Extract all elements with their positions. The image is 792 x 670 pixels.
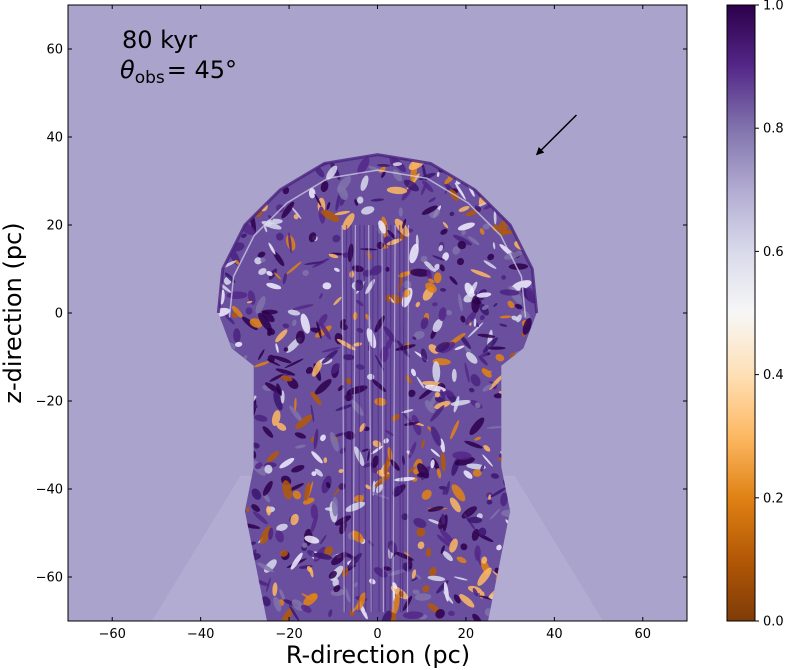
x-tick-label: 0	[373, 627, 381, 642]
y-tick-label: 20	[46, 219, 63, 234]
colorbar-gradient	[726, 4, 756, 622]
annotation-angle: θobs= 45°	[120, 56, 237, 88]
colorbar-tick-label: 0.0	[763, 615, 784, 630]
x-tick-label: 60	[635, 627, 652, 642]
y-tick-label: −20	[36, 395, 63, 410]
y-axis-ticks: −60 −40 −20 0 20 40 60	[36, 43, 687, 586]
plot-area: −60 −40 −20 0 20 40 60 −60 −40 −20 0 20 40 60	[36, 4, 688, 642]
colorbar-tick-label: 1.0	[763, 0, 784, 14]
angle-symbol: θ	[120, 56, 135, 84]
angle-subscript: obs	[135, 68, 165, 88]
colorbar-tick-label: 0.2	[763, 491, 784, 506]
x-tick-label: −40	[187, 627, 214, 642]
y-tick-label: 60	[46, 43, 63, 58]
colorbar-tick-label: 0.6	[763, 245, 784, 260]
y-tick-label: −60	[36, 571, 63, 586]
y-axis-label: z-direction (pc)	[0, 222, 27, 403]
x-axis-ticks: −60 −40 −20 0 20 40 60	[98, 5, 651, 642]
shell-cap-inner-edge	[228, 169, 527, 318]
colorbar: 0.0 0.2 0.4 0.6 0.8 1.0	[726, 0, 784, 630]
x-tick-label: −60	[98, 627, 125, 642]
colorbar-ticks: 0.0 0.2 0.4 0.6 0.8 1.0	[755, 0, 784, 630]
y-tick-label: 0	[55, 307, 63, 322]
x-tick-label: 40	[546, 627, 563, 642]
x-tick-label: 20	[458, 627, 475, 642]
observer-direction-arrow	[535, 114, 577, 156]
annotation-time: 80 kyr	[122, 26, 197, 54]
x-axis-label: R-direction (pc)	[286, 641, 470, 669]
y-tick-label: −40	[36, 483, 63, 498]
colorbar-tick-label: 0.8	[763, 122, 784, 137]
angle-value: = 45°	[167, 56, 237, 84]
x-tick-label: −20	[275, 627, 302, 642]
shell-cap-edge	[216, 153, 539, 314]
colorbar-tick-label: 0.4	[763, 368, 784, 383]
y-tick-label: 40	[46, 131, 63, 146]
